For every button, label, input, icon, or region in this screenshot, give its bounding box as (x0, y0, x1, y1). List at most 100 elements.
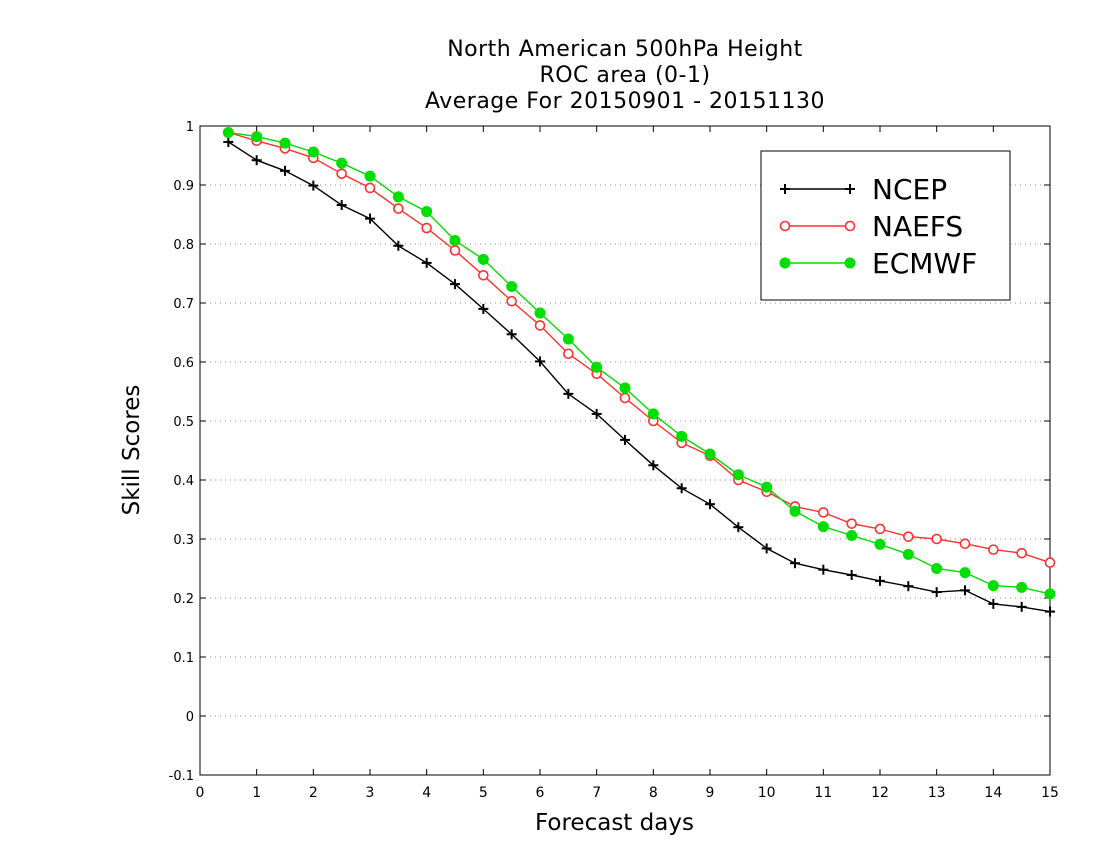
data-point-ecmwf (477, 253, 489, 265)
chart-title-line-2: ROC area (0-1) (539, 63, 711, 88)
data-point-naefs (478, 269, 489, 281)
data-point-ecmwf (392, 191, 404, 203)
legend-label-ncep: NCEP (872, 173, 947, 206)
data-point-ncep (535, 356, 545, 367)
legend-marker (845, 184, 855, 194)
data-point-naefs (619, 392, 631, 404)
data-point-ncep (223, 136, 234, 147)
data-point-ncep (591, 408, 602, 419)
x-tick-label: 7 (592, 785, 601, 801)
data-point-naefs (959, 538, 971, 550)
data-point-ecmwf (761, 481, 773, 493)
x-tick-label: 5 (479, 785, 488, 801)
data-point-ecmwf (902, 548, 914, 560)
data-point-ecmwf (704, 448, 716, 460)
data-point-naefs (903, 531, 914, 542)
data-point-ecmwf (336, 157, 348, 169)
series-layer (222, 126, 1056, 617)
data-point-ncep (421, 257, 432, 268)
data-point-ncep (393, 240, 404, 251)
data-point-ncep (790, 558, 800, 569)
data-point-ecmwf (251, 131, 263, 143)
data-point-naefs (931, 533, 942, 545)
y-tick-label: 0.8 (173, 238, 194, 253)
data-point-ecmwf (307, 146, 319, 158)
y-tick-label: 0.7 (173, 297, 194, 312)
data-point-ncep (1016, 601, 1027, 612)
data-point-ecmwf (647, 408, 659, 420)
data-point-ecmwf (364, 170, 376, 182)
data-point-ncep (450, 279, 460, 290)
data-point-ncep (988, 598, 999, 609)
data-point-ecmwf (506, 280, 518, 292)
x-tick-label: 15 (1041, 785, 1059, 801)
chart-title-line-1: North American 500hPa Height (447, 37, 803, 62)
data-point-ecmwf (1044, 588, 1056, 600)
data-point-naefs (1016, 547, 1027, 559)
data-point-ecmwf (279, 137, 291, 149)
chart-title-line-3: Average For 20150901 - 20151130 (424, 89, 826, 114)
data-point-ncep (818, 564, 829, 575)
data-point-ncep (676, 483, 687, 494)
legend-marker (779, 220, 791, 232)
data-point-ecmwf (931, 563, 943, 574)
y-axis-label: Skill Scores (119, 384, 145, 516)
data-point-ecmwf (421, 206, 433, 218)
x-tick-label: 3 (366, 785, 375, 801)
data-point-ncep (365, 213, 375, 224)
x-tick-label: 14 (984, 785, 1002, 801)
data-point-ecmwf (817, 521, 829, 533)
data-point-ecmwf (1016, 581, 1028, 593)
data-point-ecmwf (732, 469, 744, 481)
data-point-naefs (421, 222, 432, 234)
y-tick-label: 0.6 (173, 356, 194, 371)
data-point-naefs (449, 245, 461, 256)
data-point-ecmwf (619, 382, 631, 394)
data-point-ncep (308, 180, 319, 191)
data-point-ncep (761, 543, 772, 554)
gridlines (200, 184, 1050, 717)
data-point-naefs (874, 523, 886, 535)
legend-entry-naefs: NAEFS (779, 210, 963, 243)
data-point-ecmwf (959, 567, 971, 579)
data-point-ecmwf (789, 505, 801, 517)
x-tick-label: 8 (649, 785, 658, 801)
data-point-ncep (478, 303, 489, 314)
legend-entry-ecmwf: ECMWF (779, 247, 977, 280)
y-tick-label: 0.2 (173, 592, 194, 607)
data-point-ncep (705, 499, 715, 510)
y-axis-ticks: -0.1 0 0.1 0.2 0.3 0.4 0.5 0.6 0.7 0.8 0.9 1 (169, 120, 1050, 784)
data-point-ncep (960, 585, 970, 596)
x-axis-label: Forecast days (535, 810, 694, 836)
x-tick-label: 1 (252, 785, 261, 801)
data-point-ncep (903, 581, 914, 592)
data-point-naefs (506, 295, 517, 307)
data-point-ncep (336, 200, 347, 211)
data-point-naefs (988, 544, 999, 555)
data-point-naefs (563, 348, 574, 360)
x-axis-ticks: 0 1 2 3 4 5 6 7 8 9 10 11 12 13 14 15 (196, 126, 1059, 801)
legend-label-ecmwf: ECMWF (872, 247, 977, 280)
data-point-ncep (846, 569, 857, 580)
data-point-ecmwf (846, 529, 858, 541)
y-tick-label: 0.1 (173, 651, 194, 666)
data-point-naefs (336, 168, 347, 180)
series-ncep (223, 136, 1055, 617)
series-ecmwf (222, 126, 1056, 600)
plot-area-frame (199, 125, 1051, 776)
series-naefs (223, 127, 1056, 568)
legend-marker (844, 220, 856, 232)
legend: NCEP NAEFS ECMWF (760, 150, 1011, 301)
x-tick-label: 4 (422, 785, 431, 801)
legend-marker (780, 184, 790, 194)
y-tick-label: 0.3 (173, 533, 194, 548)
y-tick-label: 0.5 (173, 415, 194, 430)
x-tick-label: 9 (706, 785, 715, 801)
data-point-naefs (393, 203, 404, 214)
data-point-naefs (818, 507, 829, 518)
data-point-naefs (364, 182, 376, 194)
data-point-naefs (846, 518, 857, 529)
x-tick-label: 13 (928, 785, 946, 801)
legend-label-naefs: NAEFS (872, 210, 963, 243)
